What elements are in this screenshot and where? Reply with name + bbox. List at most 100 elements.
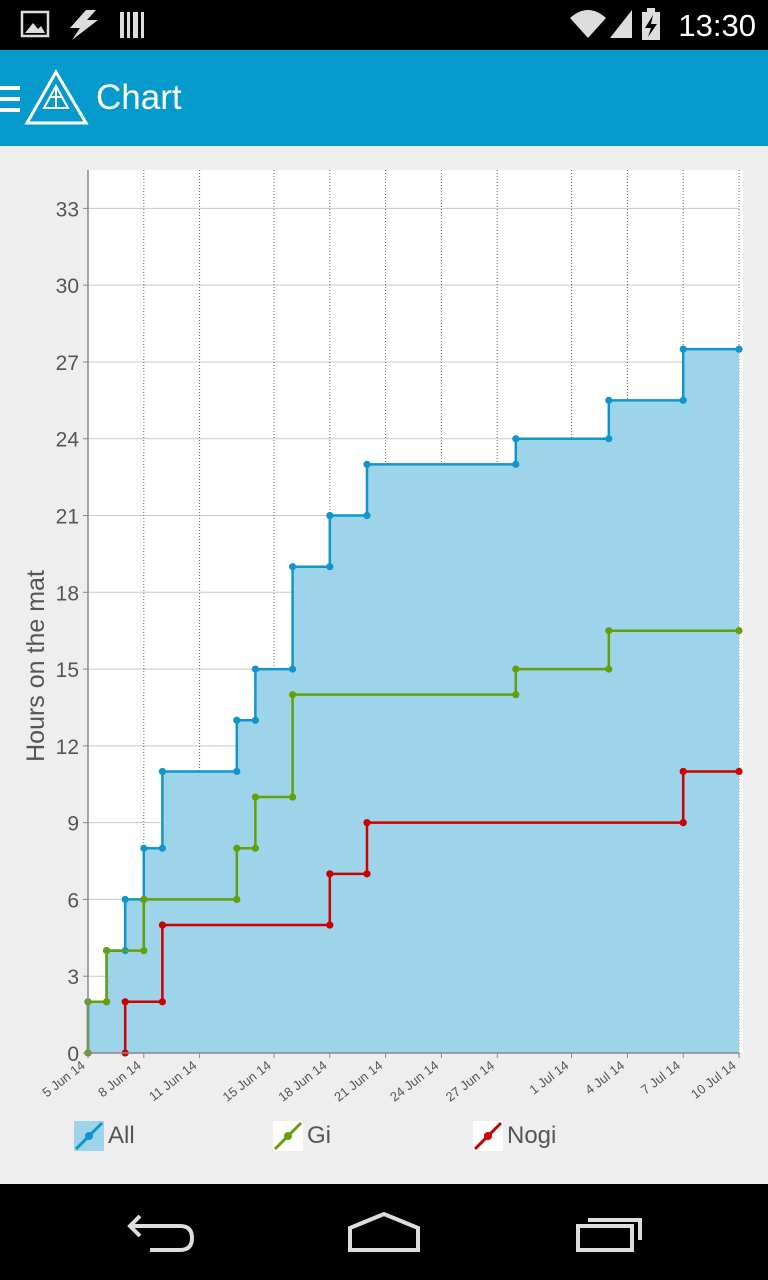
data-point-all[interactable] xyxy=(605,396,613,404)
app-nav-button[interactable] xyxy=(0,50,90,146)
data-point-all[interactable] xyxy=(326,511,334,520)
x-tick-label: 1 Jul 14 xyxy=(526,1058,571,1098)
data-point-nogi[interactable] xyxy=(121,998,129,1006)
y-tick-label: 6 xyxy=(67,889,79,912)
y-tick-label: 9 xyxy=(67,813,79,836)
data-point-all[interactable] xyxy=(233,767,241,776)
data-point-gi[interactable] xyxy=(512,665,520,673)
x-tick-label: 18 Jun 14 xyxy=(275,1058,329,1105)
data-point-all[interactable] xyxy=(363,511,371,520)
y-axis-label: Hours on the mat xyxy=(22,570,50,762)
status-icons-right xyxy=(570,8,660,40)
data-point-gi[interactable] xyxy=(735,627,743,635)
legend-label-nogi: Nogi xyxy=(507,1122,557,1149)
y-tick-label: 0 xyxy=(67,1043,79,1066)
data-point-all[interactable] xyxy=(679,345,687,353)
data-point-gi[interactable] xyxy=(140,947,148,955)
x-tick-label: 11 Jun 14 xyxy=(146,1058,199,1104)
series-gi xyxy=(84,627,743,1057)
barcode-icon xyxy=(120,12,144,38)
x-tick-label: 4 Jul 14 xyxy=(582,1058,627,1098)
data-point-all[interactable] xyxy=(251,665,259,673)
data-point-gi[interactable] xyxy=(512,691,520,699)
data-point-nogi[interactable] xyxy=(326,921,334,929)
data-point-all[interactable] xyxy=(289,563,297,571)
y-tick-label: 12 xyxy=(56,736,79,759)
data-point-nogi[interactable] xyxy=(679,767,687,776)
back-icon[interactable] xyxy=(127,1214,195,1252)
y-tick-label: 33 xyxy=(56,198,79,221)
legend-swatch-nogi xyxy=(473,1121,503,1151)
series-nogi xyxy=(121,767,743,1057)
x-tick-label: 21 Jun 14 xyxy=(331,1058,385,1105)
data-point-gi[interactable] xyxy=(251,793,259,801)
data-point-all[interactable] xyxy=(158,844,166,852)
image-icon xyxy=(20,10,50,38)
recents-icon[interactable] xyxy=(576,1218,642,1252)
y-tick-label: 15 xyxy=(56,659,79,682)
x-tick-label: 10 Jul 14 xyxy=(688,1058,739,1102)
battery-charging-icon xyxy=(642,8,660,40)
home-icon[interactable] xyxy=(348,1211,420,1252)
legend-item-all: All xyxy=(74,1116,135,1156)
app-bar: Chart xyxy=(0,50,768,146)
data-point-nogi[interactable] xyxy=(158,998,166,1006)
status-bar: 13:30 xyxy=(0,0,768,50)
data-point-all[interactable] xyxy=(251,716,259,724)
data-point-gi[interactable] xyxy=(251,844,259,852)
data-point-all[interactable] xyxy=(605,435,613,443)
data-point-gi[interactable] xyxy=(140,895,148,904)
data-point-all[interactable] xyxy=(233,716,241,724)
y-tick-label: 24 xyxy=(56,429,80,452)
flash-icon xyxy=(70,10,98,40)
wifi-icon xyxy=(570,10,606,38)
y-tick-label: 18 xyxy=(56,582,79,605)
data-point-gi[interactable] xyxy=(605,665,613,673)
data-point-nogi[interactable] xyxy=(326,870,334,878)
x-tick-label: 15 Jun 14 xyxy=(220,1058,274,1105)
nav-buttons xyxy=(127,1211,642,1252)
status-icons-left xyxy=(20,10,144,40)
menu-icon[interactable] xyxy=(0,86,20,112)
data-point-gi[interactable] xyxy=(233,895,241,904)
legend-item-gi: Gi xyxy=(273,1116,331,1156)
app-title: Chart xyxy=(96,78,182,117)
data-point-gi[interactable] xyxy=(605,627,613,635)
data-point-gi[interactable] xyxy=(103,998,111,1006)
x-tick-label: 24 Jun 14 xyxy=(387,1058,441,1105)
chart[interactable]: 0 3 6 9 12 15 18 21 24 27 30 33 5 Jun 14 8 Jun 14 11 J… xyxy=(0,146,768,1106)
legend-label-gi: Gi xyxy=(307,1122,331,1149)
y-tick-label: 27 xyxy=(56,352,79,375)
data-point-nogi[interactable] xyxy=(158,921,166,929)
legend-label-all: All xyxy=(108,1122,135,1149)
data-point-nogi[interactable] xyxy=(363,870,371,878)
y-tick-label: 21 xyxy=(56,506,79,529)
data-point-all[interactable] xyxy=(121,895,129,904)
data-point-all[interactable] xyxy=(140,844,148,852)
x-tick-label: 5 Jun 14 xyxy=(39,1058,88,1101)
data-point-all[interactable] xyxy=(158,767,166,776)
data-point-all[interactable] xyxy=(289,665,297,673)
data-point-all[interactable] xyxy=(679,396,687,404)
data-point-nogi[interactable] xyxy=(679,819,687,827)
data-point-all[interactable] xyxy=(512,460,520,468)
data-point-gi[interactable] xyxy=(233,844,241,852)
data-point-gi[interactable] xyxy=(103,947,111,955)
data-point-all[interactable] xyxy=(735,345,743,353)
legend-swatch-all xyxy=(74,1121,104,1151)
data-point-all[interactable] xyxy=(363,460,371,468)
data-point-nogi[interactable] xyxy=(735,767,743,776)
data-point-nogi[interactable] xyxy=(363,819,371,827)
x-tick-label: 27 Jun 14 xyxy=(443,1058,497,1105)
data-point-gi[interactable] xyxy=(289,793,297,801)
status-time: 13:30 xyxy=(678,8,756,43)
data-point-all[interactable] xyxy=(512,435,520,443)
app-logo-icon xyxy=(24,69,89,125)
data-point-all[interactable] xyxy=(326,563,334,571)
legend-swatch-gi xyxy=(273,1121,303,1151)
x-tick-label: 8 Jun 14 xyxy=(95,1058,144,1101)
data-point-gi[interactable] xyxy=(289,691,297,699)
chart-container: 0 3 6 9 12 15 18 21 24 27 30 33 5 Jun 14 8 Jun 14 11 J… xyxy=(0,146,768,1184)
signal-icon xyxy=(610,10,632,38)
series-area-all xyxy=(88,349,739,1053)
